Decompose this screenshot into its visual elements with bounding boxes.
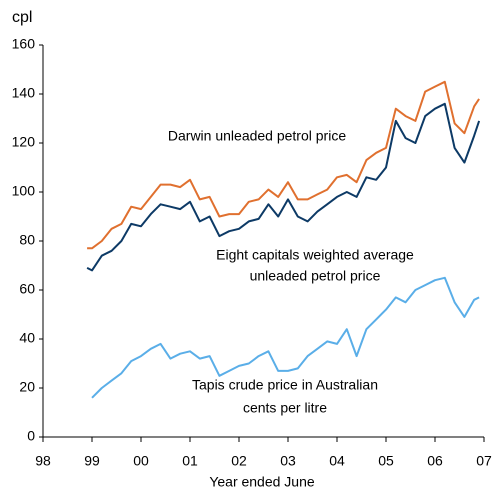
y-tick-label: 40	[19, 330, 35, 346]
x-tick-label: 01	[182, 453, 198, 469]
annotation: unleaded petrol price	[250, 268, 381, 284]
annotation: Tapis crude price in Australian	[192, 377, 378, 393]
y-tick-label: 140	[12, 85, 36, 101]
annotation: Eight capitals weighted average	[216, 247, 414, 263]
x-tick-label: 03	[280, 453, 296, 469]
y-tick-label: 20	[19, 379, 35, 395]
y-tick-label: 60	[19, 281, 35, 297]
series-line	[87, 80, 480, 250]
y-tick-label: 80	[19, 232, 35, 248]
y-tick-label: 0	[27, 428, 35, 444]
x-tick-label: 07	[476, 453, 492, 469]
x-tick-label: 02	[231, 453, 247, 469]
x-tick-label: 98	[35, 453, 51, 469]
y-unit-label: cpl	[12, 9, 32, 26]
series-line	[91, 276, 480, 399]
annotation: Darwin unleaded petrol price	[168, 128, 346, 144]
x-tick-label: 00	[133, 453, 149, 469]
x-tick-label: 06	[427, 453, 443, 469]
series-line	[86, 102, 481, 272]
x-tick-label: 99	[84, 453, 100, 469]
y-tick-label: 100	[12, 183, 36, 199]
y-tick-label: 160	[12, 36, 36, 52]
x-tick-label: 05	[378, 453, 394, 469]
y-tick-label: 120	[12, 134, 36, 150]
x-axis-label: Year ended June	[209, 474, 315, 490]
annotation: cents per litre	[243, 400, 327, 416]
x-tick-label: 04	[329, 453, 345, 469]
